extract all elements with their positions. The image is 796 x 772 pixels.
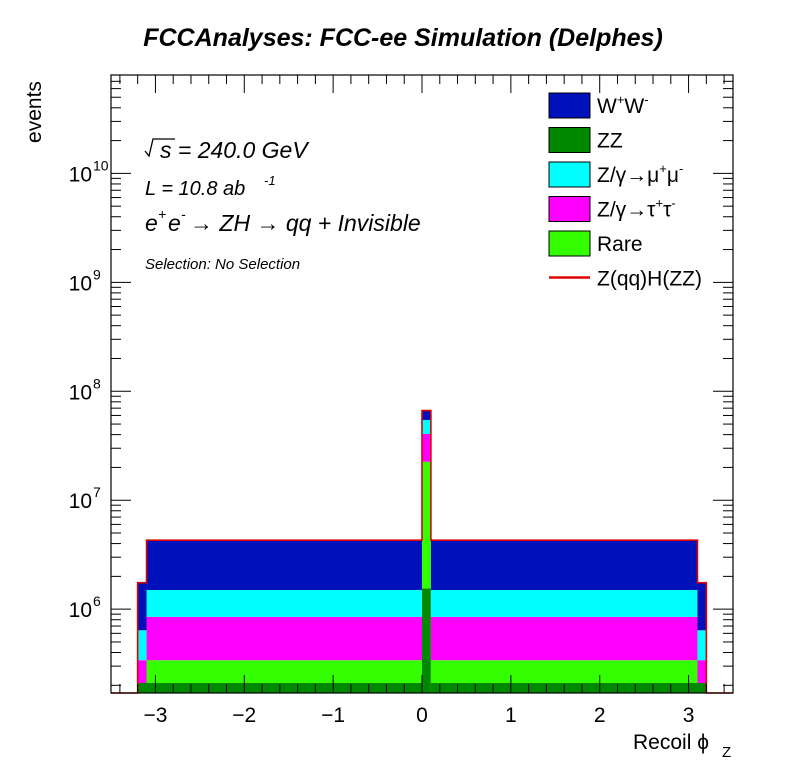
- legend-swatch: [548, 92, 591, 119]
- legend-swatch: [548, 127, 591, 153]
- y-tick-label: 10 6: [69, 593, 101, 622]
- bar-w-w--bin-4: [430, 540, 698, 590]
- process-e2: e: [168, 210, 181, 236]
- y-tick-base: 10: [69, 163, 92, 186]
- legend-swatch: [548, 161, 591, 188]
- bar-z--bin-1: [137, 660, 147, 684]
- x-tick-labels: −3 −2 −1 0 1 2 3: [143, 704, 694, 727]
- y-tick-base: 10: [69, 272, 92, 295]
- x-tick-label: 3: [683, 704, 695, 727]
- sqrt-s-annotation: s = 240.0 GeV: [144, 137, 310, 163]
- legend-label: Z/γ→μ+μ-: [597, 161, 683, 187]
- bar-w-w--bin-2: [146, 540, 423, 590]
- y-tick-label: 10 9: [69, 266, 101, 295]
- legend-swatch: [548, 196, 591, 222]
- legend-label: Z(qq)H(ZZ): [597, 268, 702, 291]
- legend-label: Z/γ→τ+τ-: [597, 196, 676, 222]
- selection-annotation: Selection: No Selection: [145, 256, 300, 273]
- legend-item: Z/γ→μ+μ-: [548, 161, 683, 188]
- process-e1: e: [145, 210, 158, 236]
- y-tick-exponent: 9: [93, 266, 101, 282]
- legend-label: Rare: [597, 233, 643, 256]
- y-tick-base: 10: [69, 599, 92, 622]
- legend-label: W+W-: [597, 92, 649, 118]
- process-plus: +: [158, 206, 166, 222]
- x-axis-label: Recoil ϕ Z: [633, 731, 731, 761]
- legend-swatch: [548, 230, 591, 257]
- legend-item: W+W-: [548, 92, 649, 119]
- y-tick-label: 10 8: [69, 375, 101, 404]
- bar-z--bin-1: [137, 630, 147, 661]
- chart-title: FCCAnalyses: FCC-ee Simulation (Delphes): [143, 24, 663, 52]
- legend-item: Z/γ→τ+τ-: [548, 196, 676, 222]
- y-tick-exponent: 6: [93, 593, 101, 609]
- bar-z--bin-3: [422, 419, 431, 434]
- y-tick-label: 10 7: [69, 484, 101, 513]
- x-tick-label: 0: [416, 704, 428, 727]
- x-tick-label: 2: [594, 704, 606, 727]
- bar-rare-bin-4: [430, 660, 698, 684]
- luminosity-annotation: L = 10.8 ab -1: [145, 173, 276, 200]
- bar-w-w--bin-1: [137, 582, 147, 631]
- x-tick-label: −1: [321, 704, 345, 727]
- legend-item: Rare: [548, 230, 643, 257]
- bar-zz-bin-3: [422, 588, 431, 693]
- svg-text:Recoil ϕ: Recoil ϕ: [633, 731, 709, 754]
- bar-z--bin-2: [146, 616, 423, 661]
- stacked-bars: [111, 409, 733, 694]
- bar-z--bin-2: [146, 589, 423, 617]
- bar-z--bin-5: [697, 660, 707, 684]
- bar-zz-bin-1: [137, 683, 147, 693]
- bar-zz-bin-2: [146, 683, 423, 693]
- legend-item: ZZ: [548, 127, 623, 153]
- bar-zz-bin-5: [697, 683, 707, 693]
- x-axis-label-subscript: Z: [722, 744, 731, 761]
- process-rest: → ZH → qq + Invisible: [190, 210, 421, 236]
- luminosity-text: L = 10.8 ab: [145, 178, 245, 200]
- y-tick-label: 10 10: [69, 157, 109, 186]
- bar-z--bin-3: [422, 433, 431, 462]
- bar-z--bin-4: [430, 589, 698, 617]
- signal-line: [111, 409, 733, 694]
- legend-item: Z(qq)H(ZZ): [549, 268, 702, 291]
- legend: W+W- ZZ Z/γ→μ+μ- Z/γ→τ+τ- Rare Z(qq)H(ZZ): [548, 92, 702, 291]
- process-annotation: e + e - → ZH → qq + Invisible: [145, 206, 421, 236]
- sqrt-symbol: [144, 138, 175, 158]
- y-tick-exponent: 8: [93, 375, 101, 391]
- bar-z--bin-4: [430, 616, 698, 661]
- sqrt-s-text: s = 240.0 GeV: [160, 137, 310, 163]
- x-tick-label: −3: [143, 704, 167, 727]
- x-axis-label-text: Recoil: [633, 731, 697, 754]
- bar-w-w--bin-5: [697, 582, 707, 631]
- y-tick-exponent: 10: [93, 157, 109, 173]
- y-axis-label: events: [23, 81, 46, 143]
- luminosity-exponent: -1: [264, 173, 276, 188]
- legend-label: ZZ: [597, 130, 623, 153]
- plot-frame: [110, 74, 734, 694]
- x-tick-label: 1: [505, 704, 517, 727]
- bar-z--bin-5: [697, 630, 707, 661]
- x-axis-label-phi: ϕ: [697, 731, 709, 754]
- y-tick-base: 10: [69, 381, 92, 404]
- process-minus: -: [181, 206, 186, 222]
- bar-rare-bin-2: [146, 660, 423, 684]
- bar-rare-bin-3: [422, 461, 431, 589]
- axis-ticks: [111, 74, 733, 693]
- bar-w-w--bin-3: [422, 410, 431, 420]
- y-tick-base: 10: [69, 490, 92, 513]
- x-tick-label: −2: [232, 704, 256, 727]
- y-tick-exponent: 7: [93, 484, 101, 500]
